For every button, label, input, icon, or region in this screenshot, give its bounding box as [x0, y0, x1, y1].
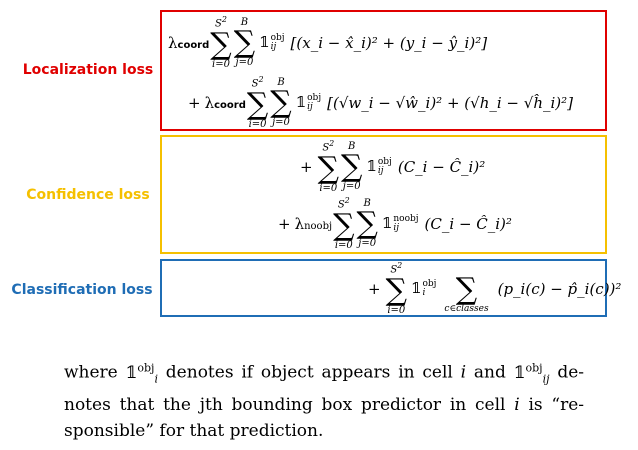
- confidence-error-term: (C_i − Ĉ_i)²: [397, 158, 486, 176]
- description-paragraph: where 𝟙obji denotes if object appears in…: [64, 355, 584, 444]
- localization-term-wh: + λcoord S2 ∑ i=0 B ∑ j=0 𝟙 obj ij [(√w_i − √ŵ…: [188, 74, 573, 132]
- indicator-obj-ij-inline: 𝟙objij: [513, 361, 550, 386]
- desc-cell-i: i: [460, 362, 467, 383]
- indicator-obj-i-inline: 𝟙obji: [125, 361, 158, 386]
- confidence-loss-label: Confidence loss: [26, 187, 150, 203]
- plus-sign: +: [300, 158, 313, 176]
- noobj-confidence-error-term: (C_i − Ĉ_i)²: [424, 215, 512, 233]
- desc-text-3: and: [466, 362, 514, 383]
- indicator-obj-ij: 𝟙 obj ij: [259, 32, 285, 53]
- desc-text-4: de-notes that the: [64, 362, 584, 416]
- class-prob-error-term: (p_i(c) − p̂_i(c))²: [497, 280, 622, 298]
- lambda-noobj: λnoobj: [294, 215, 333, 233]
- sum-i-3: S2 ∑ i=0: [317, 139, 339, 194]
- xy-error-term: [(x_i − x̂_i)² + (y_i − ŷ_i)²]: [290, 34, 488, 52]
- lambda-coord-2: λcoord: [204, 94, 246, 112]
- classification-term: + S2 ∑ i=0 𝟙 obj i ∑ c∈classes (p_i(c) − p̂_i…: [368, 262, 621, 316]
- confidence-term-obj: + S2 ∑ i=0 B ∑ j=0 𝟙 obj ij (C_i − Ĉ_i)²: [300, 139, 485, 195]
- indicator-obj-i: 𝟙 obj i: [411, 278, 437, 299]
- desc-text-2: denotes if object appears in cell: [158, 362, 461, 383]
- sum-j-3: B ∑ j=0: [341, 141, 363, 192]
- confidence-box: [160, 135, 607, 254]
- sum-classes: ∑ c∈classes: [444, 271, 489, 314]
- sum-i-4: S2 ∑ i=0: [333, 196, 355, 251]
- desc-cell-i-2: i: [514, 395, 520, 416]
- plus-sign: +: [188, 94, 201, 112]
- plus-sign: +: [368, 280, 381, 298]
- sum-i-5: S2 ∑ i=0: [385, 261, 407, 316]
- lambda-coord: λcoord: [168, 34, 210, 52]
- localization-box: [160, 10, 607, 131]
- wh-error-term: [(√w_i − √ŵ_i)² + (√h_i − √ĥ_i)²]: [327, 94, 573, 112]
- desc-text-5: jth bounding box predictor in cell: [199, 395, 515, 416]
- indicator-obj-ij-2: 𝟙 obj ij: [295, 92, 322, 113]
- sum-j: B ∑ j=0: [233, 17, 256, 68]
- sum-j-2: B ∑ j=0: [270, 77, 292, 128]
- indicator-obj-ij-3: 𝟙 obj ij: [366, 156, 392, 177]
- classification-loss-label: Classification loss: [11, 282, 153, 298]
- sum-i-2: S2 ∑ i=0: [246, 75, 269, 130]
- confidence-term-noobj: + λnoobj S2 ∑ i=0 B ∑ j=0 𝟙 noobj ij (C_i − Ĉ_…: [278, 196, 512, 252]
- sum-i: S2 ∑ i=0: [210, 15, 232, 70]
- localization-term-xy: λcoord S2 ∑ i=0 B ∑ j=0 𝟙 obj ij [(x_i − x̂_i)…: [168, 14, 487, 72]
- desc-text-1: where: [64, 362, 126, 383]
- sum-j-4: B ∑ j=0: [356, 198, 378, 249]
- plus-sign: +: [278, 215, 291, 233]
- indicator-noobj-ij: 𝟙 noobj ij: [381, 213, 419, 234]
- classification-box: [160, 259, 607, 317]
- localization-loss-label: Localization loss: [22, 62, 154, 78]
- desc-text-6: is “re-sponsible” for that prediction.: [64, 395, 585, 442]
